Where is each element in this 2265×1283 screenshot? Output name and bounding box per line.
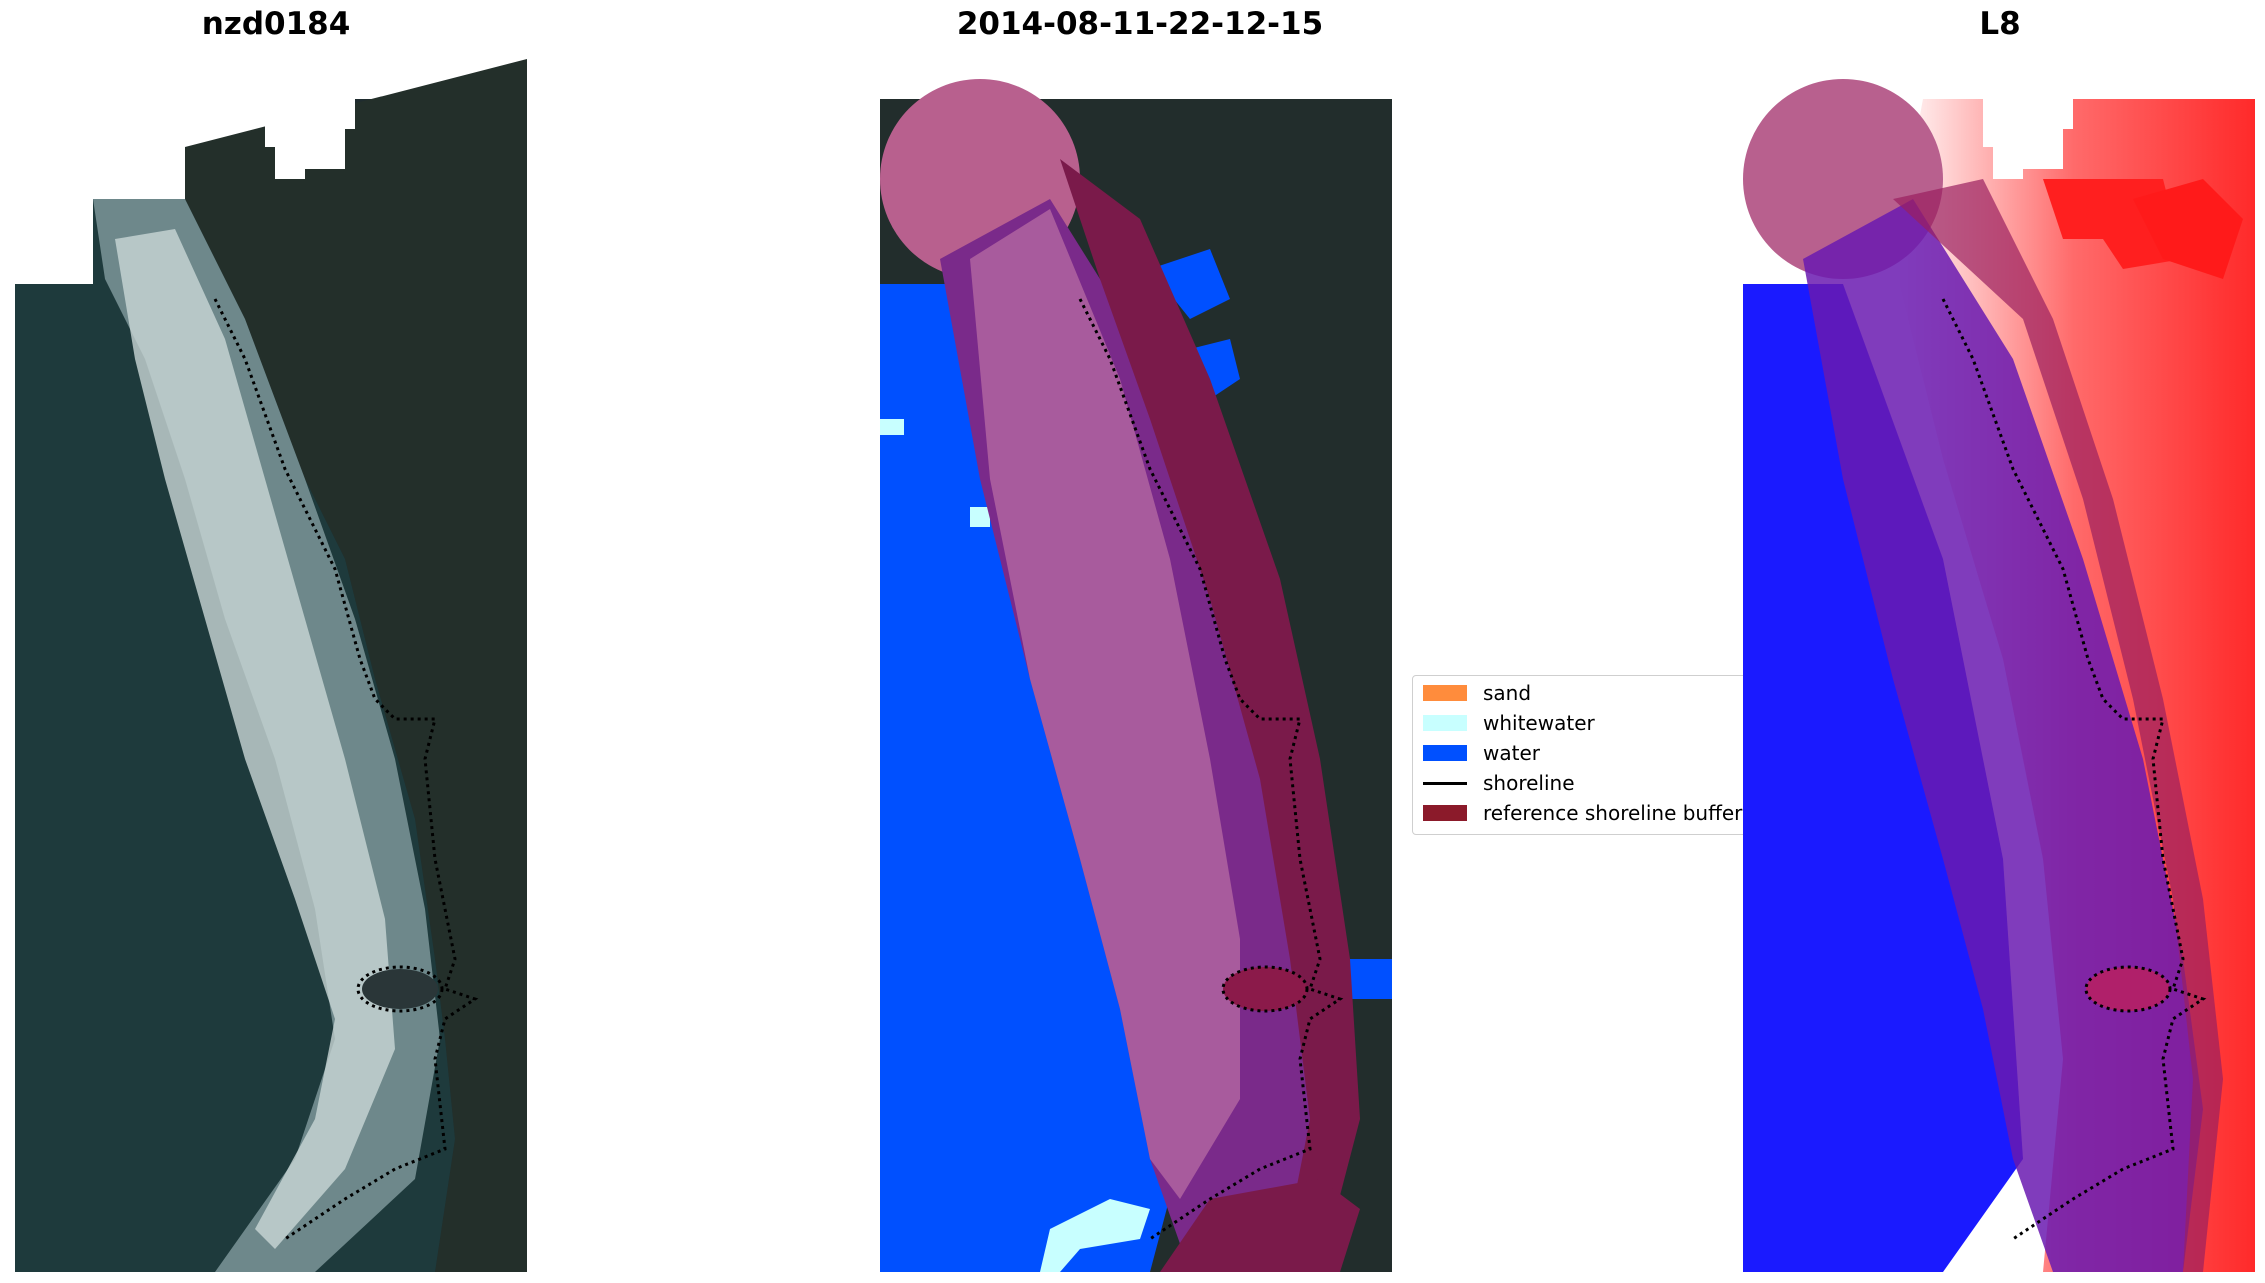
rgb-image-panel [15, 59, 527, 1272]
panel-title-classified: 2014-08-11-22-12-15 [956, 6, 1324, 42]
legend-swatch-reference-buffer [1423, 805, 1467, 821]
legend-swatch-whitewater [1423, 715, 1467, 731]
legend-item-shoreline: shoreline [1413, 768, 1575, 798]
classified-image-panel [880, 59, 1392, 1272]
legend-swatch-shoreline [1423, 781, 1467, 785]
legend-label-whitewater: whitewater [1483, 711, 1595, 735]
index-image-panel [1743, 59, 2255, 1272]
legend-label-water: water [1483, 741, 1540, 765]
panel-title-index: L8 [1979, 6, 2021, 42]
legend-swatch-sand [1423, 685, 1467, 701]
panel-title-rgb: nzd0184 [201, 6, 351, 42]
legend-label-reference-buffer: reference shoreline buffer [1483, 801, 1743, 825]
legend-label-shoreline: shoreline [1483, 771, 1575, 795]
legend-item-whitewater: whitewater [1413, 708, 1595, 738]
legend: sand whitewater water shoreline referenc… [1412, 675, 1772, 835]
legend-item-sand: sand [1413, 678, 1531, 708]
legend-item-water: water [1413, 738, 1540, 768]
legend-swatch-water [1423, 745, 1467, 761]
legend-label-sand: sand [1483, 681, 1532, 705]
legend-item-reference-buffer: reference shoreline buffer [1413, 798, 1742, 828]
